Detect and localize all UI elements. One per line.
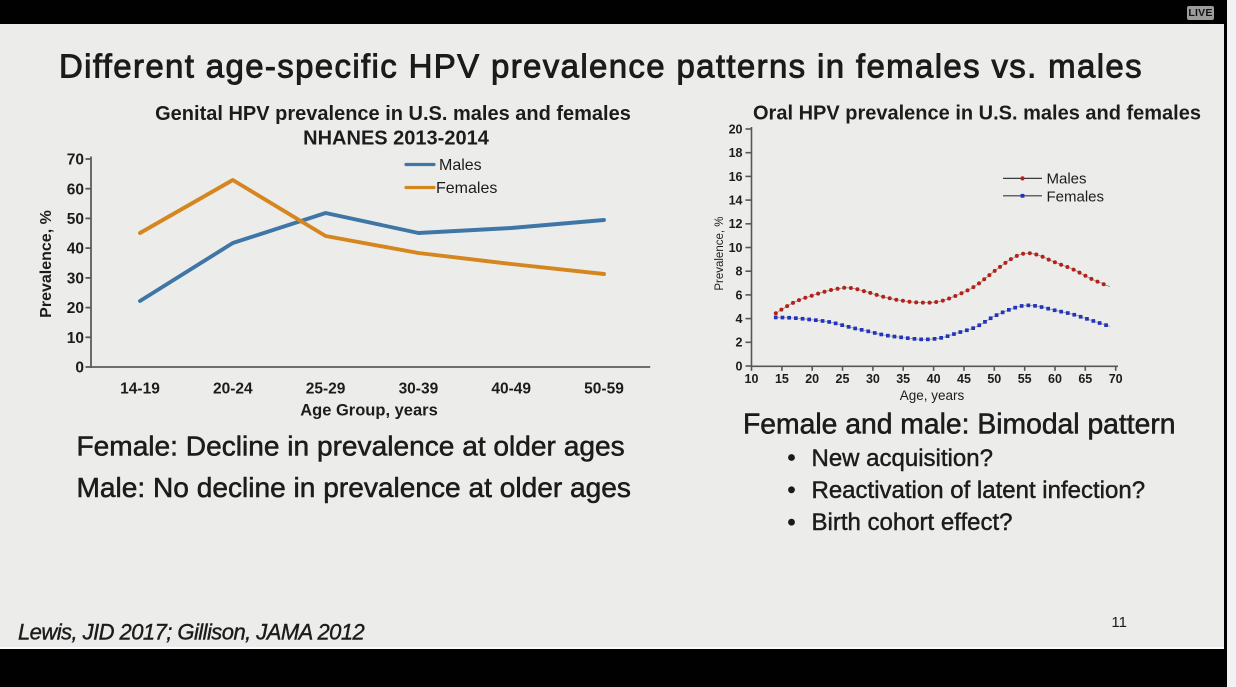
svg-text:25-29: 25-29	[306, 381, 346, 398]
svg-text:40: 40	[67, 241, 84, 258]
svg-text:Female: Decline in prevalence: Female: Decline in prevalence at older a…	[77, 430, 625, 461]
svg-text:20: 20	[805, 372, 819, 386]
svg-text:55: 55	[1018, 372, 1032, 386]
svg-text:Age, years: Age, years	[900, 388, 965, 403]
svg-text:8: 8	[736, 265, 743, 279]
svg-text:30: 30	[866, 372, 880, 386]
svg-text:Lewis, JID 2017; Gillison, JAM: Lewis, JID 2017; Gillison, JAMA 2012	[18, 620, 365, 645]
svg-text:20: 20	[729, 122, 743, 136]
svg-text:4: 4	[736, 312, 743, 326]
svg-text:Different age-specific HPV pre: Different age-specific HPV prevalence pa…	[59, 48, 1143, 85]
svg-text:Male: No decline in prevalence: Male: No decline in prevalence at older …	[77, 472, 631, 503]
svg-text:0: 0	[75, 360, 84, 377]
svg-text:14: 14	[729, 194, 743, 208]
svg-text:Males: Males	[439, 157, 482, 174]
svg-text:Prevalence, %: Prevalence, %	[714, 217, 726, 291]
svg-text:60: 60	[1048, 372, 1062, 386]
svg-text:30: 30	[67, 271, 84, 288]
svg-text:15: 15	[775, 372, 789, 386]
svg-text:40: 40	[927, 372, 941, 386]
svg-text:2: 2	[736, 336, 743, 350]
svg-text:30-39: 30-39	[399, 381, 439, 398]
svg-text:11: 11	[1111, 614, 1127, 631]
svg-text:20-24: 20-24	[213, 381, 253, 398]
svg-text:Oral HPV prevalence in U.S. ma: Oral HPV prevalence in U.S. males and fe…	[753, 103, 1201, 125]
svg-text:35: 35	[896, 372, 910, 386]
svg-text:Males: Males	[1047, 171, 1087, 188]
svg-text:45: 45	[957, 372, 971, 386]
svg-text:60: 60	[67, 181, 84, 198]
svg-text:20: 20	[67, 300, 84, 317]
svg-text:Reactivation of latent infecti: Reactivation of latent infection?	[812, 477, 1146, 504]
svg-text:0: 0	[736, 359, 743, 373]
svg-text:65: 65	[1078, 372, 1092, 386]
svg-text:50-59: 50-59	[584, 381, 624, 398]
svg-text:Female and male: Bimodal patte: Female and male: Bimodal pattern	[743, 408, 1176, 440]
svg-text:Females: Females	[436, 180, 497, 197]
svg-text:12: 12	[729, 217, 743, 231]
svg-text:40-49: 40-49	[491, 381, 531, 398]
svg-text:14-19: 14-19	[120, 381, 160, 398]
svg-text:50: 50	[67, 211, 84, 228]
svg-text:Age Group, years: Age Group, years	[300, 402, 438, 420]
svg-text:10: 10	[67, 330, 84, 347]
svg-text:NHANES 2013-2014: NHANES 2013-2014	[303, 127, 490, 149]
svg-text:10: 10	[729, 241, 743, 255]
svg-text:16: 16	[729, 170, 743, 184]
svg-text:6: 6	[736, 288, 743, 302]
svg-text:Birth cohort effect?: Birth cohort effect?	[812, 509, 1013, 536]
svg-text:Genital HPV prevalence in U.S.: Genital HPV prevalence in U.S. males and…	[155, 103, 631, 125]
svg-text:25: 25	[836, 372, 850, 386]
svg-text:Prevalence, %: Prevalence, %	[38, 210, 55, 318]
svg-text:New acquisition?: New acquisition?	[812, 445, 993, 472]
svg-text:18: 18	[729, 146, 743, 160]
svg-text:50: 50	[987, 372, 1001, 386]
svg-text:70: 70	[1109, 372, 1123, 386]
svg-text:70: 70	[67, 152, 84, 169]
svg-text:10: 10	[745, 372, 759, 386]
svg-text:Females: Females	[1047, 188, 1105, 205]
